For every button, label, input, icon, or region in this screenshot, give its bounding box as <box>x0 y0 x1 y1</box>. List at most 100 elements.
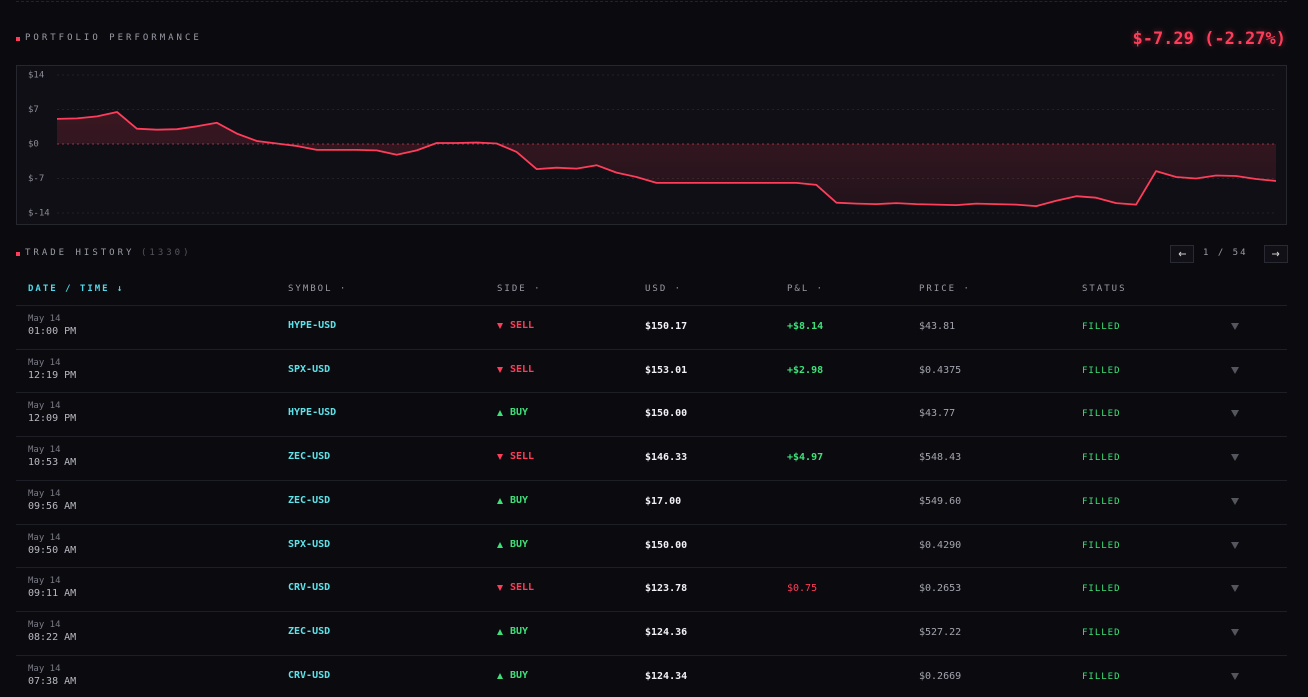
symbol: CRV-USD <box>288 582 331 594</box>
date: May 14 <box>28 314 61 324</box>
expand-icon[interactable] <box>1231 323 1239 330</box>
price: $527.22 <box>919 626 962 638</box>
status: FILLED <box>1082 496 1121 507</box>
usd: $150.00 <box>645 408 688 420</box>
expand-icon[interactable] <box>1231 366 1239 374</box>
next-page-button[interactable] <box>1264 245 1288 263</box>
side-icon <box>497 672 503 679</box>
usd: $124.36 <box>645 626 688 638</box>
symbol: ZEC-USD <box>288 625 331 637</box>
status: FILLED <box>1082 627 1121 638</box>
divider <box>16 1 1287 2</box>
expand-icon[interactable] <box>1231 410 1239 418</box>
date: May 14 <box>28 663 61 674</box>
status: FILLED <box>1082 671 1121 682</box>
price: $549.60 <box>919 495 962 507</box>
expand-icon[interactable] <box>1231 628 1239 636</box>
symbol: SPX-USD <box>288 363 331 375</box>
column-header[interactable]: PRICE · <box>919 284 971 294</box>
price: $43.77 <box>919 408 956 420</box>
expand-icon[interactable] <box>1231 585 1239 593</box>
column-header[interactable]: SIDE · <box>497 284 542 294</box>
date: May 14 <box>28 488 61 499</box>
price: $43.81 <box>919 321 956 332</box>
row-separator <box>16 348 1287 350</box>
expand-icon[interactable] <box>1231 672 1239 680</box>
column-header[interactable]: DATE / TIME ↓ <box>28 284 125 294</box>
price: $0.4375 <box>919 364 962 376</box>
date: May 14 <box>28 401 61 412</box>
time: 09:56 AM <box>28 500 77 512</box>
side: BUY <box>510 494 529 506</box>
expand-icon[interactable] <box>1231 454 1239 462</box>
price: $0.2653 <box>919 583 962 595</box>
symbol: SPX-USD <box>288 538 331 550</box>
side-icon <box>497 497 503 504</box>
date: May 14 <box>28 576 61 587</box>
prev-page-button[interactable] <box>1170 245 1194 263</box>
symbol: ZEC-USD <box>288 494 331 506</box>
time: 09:50 AM <box>28 544 77 556</box>
y-tick-label: $14 <box>28 71 44 81</box>
pnl: $0.75 <box>787 583 818 595</box>
pnl: +$4.97 <box>787 452 824 464</box>
row-separator <box>16 436 1287 438</box>
status: FILLED <box>1082 322 1121 332</box>
column-header[interactable]: P&L · <box>787 284 825 294</box>
side: BUY <box>510 407 529 419</box>
status: FILLED <box>1082 409 1121 420</box>
date: May 14 <box>28 532 61 543</box>
side: SELL <box>510 582 535 594</box>
side: BUY <box>510 625 529 637</box>
status: FILLED <box>1082 453 1121 464</box>
time: 07:38 AM <box>28 675 77 687</box>
column-header[interactable]: SYMBOL · <box>288 284 348 294</box>
side-icon <box>497 366 503 373</box>
usd: $17.00 <box>645 495 682 507</box>
row-separator <box>16 523 1287 525</box>
y-tick-label: $-7 <box>28 174 44 184</box>
side-icon <box>497 323 503 329</box>
arrow-icon <box>1272 251 1280 257</box>
area <box>57 112 1276 207</box>
time: 12:19 PM <box>28 369 77 381</box>
section-dot <box>16 37 20 41</box>
side: SELL <box>510 320 535 331</box>
symbol: HYPE-USD <box>288 407 337 419</box>
side: BUY <box>510 669 529 681</box>
side: SELL <box>510 451 535 463</box>
line <box>56 111 1277 207</box>
side-icon <box>497 454 503 461</box>
row-separator <box>16 654 1287 656</box>
y-tick-label: $7 <box>28 105 39 115</box>
arrow-icon <box>1178 251 1186 257</box>
time: 10:53 AM <box>28 457 77 469</box>
usd: $153.01 <box>645 364 688 376</box>
side: SELL <box>510 363 535 375</box>
symbol: ZEC-USD <box>288 451 331 463</box>
time: 01:00 PM <box>28 326 77 337</box>
side-icon <box>497 541 503 548</box>
usd: $146.33 <box>645 452 688 464</box>
row-separator <box>16 479 1287 481</box>
y-tick-label: $0 <box>28 140 39 150</box>
row-separator <box>16 610 1287 612</box>
section-dot <box>16 252 20 256</box>
row-separator <box>16 305 1287 306</box>
row-separator <box>16 567 1287 569</box>
column-header: STATUS <box>1082 284 1127 294</box>
time: 12:09 PM <box>28 413 77 425</box>
pnl-summary: $-7.29 (-2.27%) <box>1132 29 1286 49</box>
expand-icon[interactable] <box>1231 541 1239 549</box>
y-tick-label: $-14 <box>28 209 50 219</box>
status: FILLED <box>1082 540 1121 551</box>
column-header[interactable]: USD · <box>645 284 683 294</box>
date: May 14 <box>28 357 61 368</box>
pnl: +$2.98 <box>787 364 824 376</box>
status: FILLED <box>1082 365 1121 376</box>
usd: $124.34 <box>645 670 688 682</box>
symbol: CRV-USD <box>288 669 331 681</box>
expand-icon[interactable] <box>1231 497 1239 505</box>
side-icon <box>497 410 503 417</box>
usd: $123.78 <box>645 583 688 595</box>
